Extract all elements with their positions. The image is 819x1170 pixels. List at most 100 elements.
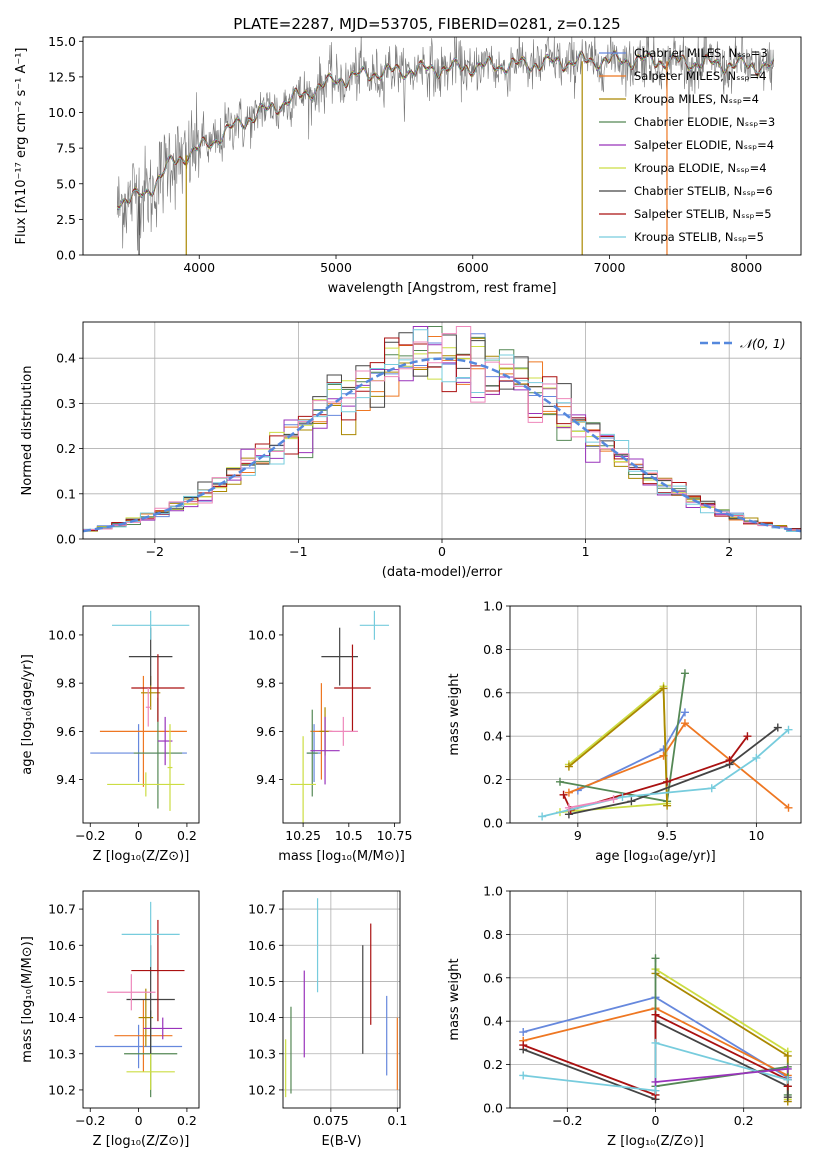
- weight-marker: [707, 784, 716, 793]
- x-tick-label: 0: [438, 544, 446, 559]
- x-axis-label: Z [log₁₀(Z/Z⊙)]: [93, 849, 190, 864]
- x-tick-label: 0.075: [313, 1113, 349, 1128]
- y-tick-label: 0.4: [483, 1014, 503, 1029]
- weight-marker: [538, 812, 547, 821]
- legend-entry: Kroupa MILES, Nₛₛₚ=4: [634, 92, 759, 106]
- y-tick-label: 0.0: [56, 248, 76, 263]
- weight-marker: [783, 1051, 792, 1060]
- y-tick-label: 10.5: [248, 974, 276, 989]
- panel-age-vs-mass: 10.25 10.5 10.75 9.4 9.6 9.8 10.0 mass [log₁₀(M…: [248, 605, 412, 864]
- y-tick-label: 0.6: [483, 970, 503, 985]
- weight-marker: [564, 788, 573, 797]
- legend: Chabrier MILES, Nₛₛₚ=3 Salpeter MILES, Nₛ…: [599, 46, 775, 244]
- y-tick-label: 10.3: [248, 1046, 276, 1061]
- x-tick-label: −2: [146, 544, 164, 559]
- y-tick-label: 10.0: [48, 105, 76, 120]
- x-tick-label: 0: [135, 1113, 143, 1128]
- plot-area-age-vs-Z: [90, 610, 190, 811]
- y-axis-label: Normed distribution: [20, 366, 35, 496]
- x-tick-label: 0.1: [387, 1113, 407, 1128]
- x-tick-label: 0.2: [734, 1113, 754, 1128]
- weight-marker: [783, 1064, 792, 1073]
- legend-entry: Salpeter MILES, Nₛₛₚ=4: [634, 69, 767, 83]
- axes-frame: [509, 605, 802, 824]
- x-tick-label: 0.2: [177, 1113, 197, 1128]
- panel-mass-vs-Z: −0.2 0 0.2 10.2 10.3 10.4 10.5 10.6 10.7 Z [log₁₀…: [20, 890, 200, 1149]
- y-axis-label: Flux [fλ10⁻¹⁷ erg cm⁻² s⁻¹ A⁻¹]: [14, 48, 29, 245]
- y-axis-label: mass weight: [447, 673, 462, 755]
- weight-marker: [752, 753, 761, 762]
- legend-entry: Kroupa STELIB, Nₛₛₚ=5: [634, 230, 764, 244]
- y-tick-label: 10.5: [48, 974, 76, 989]
- y-axis-label: mass weight: [447, 958, 462, 1040]
- panel-mass-vs-EBV: 0.075 0.1 10.2 10.3 10.4 10.5 10.6 10.7 E(B-V): [248, 890, 407, 1149]
- x-tick-label: 4000: [183, 260, 215, 275]
- x-tick-label: 10.25: [285, 828, 321, 843]
- gaussian-curve: [83, 357, 801, 533]
- weight-marker: [519, 1028, 528, 1037]
- weight-line: [655, 1068, 788, 1083]
- y-tick-label: 9.8: [56, 676, 76, 691]
- y-tick-label: 10.3: [48, 1046, 76, 1061]
- residual-histogram: [83, 329, 801, 532]
- x-tick-label: 8000: [730, 260, 762, 275]
- residual-histogram: [83, 326, 801, 531]
- y-tick-label: 10.4: [48, 1010, 76, 1025]
- axes-frame: [82, 890, 200, 1109]
- weight-line: [523, 1041, 789, 1092]
- weight-marker: [651, 1038, 660, 1047]
- model-spectrum-line: [117, 50, 774, 208]
- panel-spectrum: 4000 5000 6000 7000 8000 0.0 2.5 5.0 7.5 10.0 12.5…: [14, 34, 802, 296]
- x-tick-label: 9.5: [657, 828, 677, 843]
- plot-area-age-vs-mass: [290, 610, 390, 823]
- weight-marker: [783, 1075, 792, 1084]
- weight-marker: [651, 1010, 660, 1019]
- weight-marker: [555, 777, 564, 786]
- y-tick-label: 10.0: [248, 627, 276, 642]
- y-tick-label: 1.0: [483, 599, 503, 614]
- weight-marker: [564, 762, 573, 771]
- weight-marker: [680, 708, 689, 717]
- weight-marker: [651, 1077, 660, 1086]
- weight-marker: [773, 723, 782, 732]
- plot-area-residuals: [83, 322, 801, 539]
- y-tick-label: 0.2: [483, 1057, 503, 1072]
- y-tick-label: 9.6: [256, 724, 276, 739]
- x-tick-label: −0.2: [75, 1113, 105, 1128]
- plot-area-spectrum: [116, 37, 774, 255]
- y-tick-label: 0.8: [483, 642, 503, 657]
- y-tick-label: 9.6: [56, 724, 76, 739]
- y-tick-label: 10.6: [48, 938, 76, 953]
- x-tick-label: 1: [582, 544, 590, 559]
- x-axis-label: Z [log₁₀(Z/Z⊙)]: [607, 1134, 704, 1149]
- x-axis-label: (data-model)/error: [382, 565, 503, 580]
- panel-age-vs-Z: −0.2 0 0.2 9.4 9.6 9.8 10.0 Z [log₁₀(Z/Z⊙)] age …: [20, 605, 200, 864]
- weight-line: [568, 721, 790, 809]
- weight-marker: [680, 719, 689, 728]
- x-tick-label: 9: [574, 828, 582, 843]
- plot-area-weight-vs-Z: [510, 891, 801, 1108]
- weight-line: [577, 711, 686, 792]
- weight-marker: [663, 777, 672, 786]
- y-tick-label: 9.4: [56, 772, 76, 787]
- x-tick-label: 0: [652, 1113, 660, 1128]
- axes-frame: [82, 605, 200, 824]
- weight-marker: [725, 756, 734, 765]
- legend-entry: Salpeter ELODIE, Nₛₛₚ=4: [634, 138, 774, 152]
- y-tick-label: 9.4: [256, 772, 276, 787]
- y-tick-label: 0.0: [483, 816, 503, 831]
- y-tick-label: 1.0: [483, 884, 503, 899]
- x-axis-label: age [log₁₀(age/yr)]: [595, 849, 716, 864]
- axes-frame: [282, 890, 401, 1109]
- y-tick-label: 0.0: [56, 532, 76, 547]
- y-axis-label: age [log₁₀(age/yr)]: [20, 654, 35, 775]
- legend-entry: Chabrier ELODIE, Nₛₛₚ=3: [634, 115, 775, 129]
- x-axis-label: E(B-V): [321, 1134, 361, 1149]
- weight-marker: [519, 1041, 528, 1050]
- x-tick-label: 7000: [594, 260, 626, 275]
- weight-marker: [663, 801, 672, 810]
- x-tick-label: 0: [135, 828, 143, 843]
- axes-frame: [282, 605, 401, 824]
- plot-area-weight-vs-age: [510, 606, 801, 823]
- weight-marker: [651, 954, 660, 963]
